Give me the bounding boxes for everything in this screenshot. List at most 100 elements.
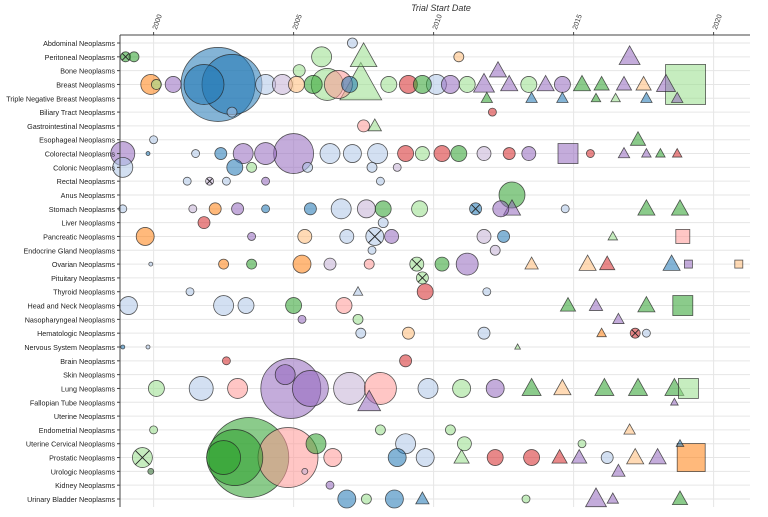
data-point (188, 204, 198, 214)
y-tick-label: Liver Neoplasms (61, 219, 115, 228)
data-point (118, 296, 138, 315)
data-point (387, 448, 407, 467)
data-point (453, 448, 470, 464)
data-point (356, 199, 376, 219)
x-tick-label: 2000 (152, 14, 164, 31)
y-tick-label: Pancreatic Neoplasms (43, 232, 115, 241)
data-point (323, 448, 343, 467)
data-point (669, 397, 679, 406)
data-point (415, 491, 430, 505)
data-point (640, 147, 652, 158)
data-point (593, 75, 610, 91)
data-point (514, 343, 522, 350)
data-point (377, 217, 389, 229)
data-point (149, 135, 159, 145)
data-point (662, 254, 681, 271)
x-tick-label: 2005 (292, 14, 304, 31)
data-point (346, 37, 358, 49)
data-point (611, 463, 626, 477)
x-tick-label: 2020 (712, 14, 724, 31)
y-tick-label: Head and Neck Neoplasms (28, 302, 116, 311)
data-point (536, 74, 555, 92)
data-point (365, 227, 385, 246)
y-tick-label: Bone Neoplasms (60, 67, 115, 76)
y-tick-label: Hematologic Neoplasms (37, 329, 115, 338)
data-point (374, 200, 392, 218)
data-point (469, 202, 483, 216)
y-tick-label: Pituitary Neoplasms (51, 274, 115, 283)
data-point (409, 256, 425, 272)
data-point (671, 147, 683, 158)
data-point (520, 76, 538, 93)
data-point (237, 297, 255, 314)
data-point (676, 443, 706, 472)
data-point (367, 143, 389, 164)
data-point (670, 91, 684, 103)
data-point (482, 287, 492, 297)
data-point (524, 256, 539, 270)
y-tick-label: Colorectal Neoplasms (45, 150, 116, 159)
data-point (380, 76, 398, 93)
y-tick-label: Esophageal Neoplasms (39, 136, 115, 145)
data-point (323, 257, 337, 271)
data-point (367, 118, 383, 132)
data-point (218, 258, 230, 270)
data-point (455, 252, 479, 276)
data-point (412, 75, 432, 94)
y-tick-label: Biliary Tract Neoplasms (40, 108, 116, 117)
y-tick-label: Prostatic Neoplasms (49, 454, 115, 463)
y-tick-label: Endometrial Neoplasms (39, 426, 116, 435)
data-point (654, 147, 666, 158)
data-point (150, 79, 162, 90)
y-tick-label: Lung Neoplasms (61, 384, 115, 393)
data-point (399, 354, 413, 368)
data-point (655, 73, 677, 92)
data-point (642, 328, 651, 338)
data-point (341, 76, 359, 93)
data-point (416, 283, 434, 301)
data-point (182, 176, 192, 186)
data-point (472, 72, 496, 93)
data-point (375, 176, 385, 186)
data-point (572, 74, 592, 92)
data-point (497, 230, 511, 243)
data-point (553, 378, 572, 396)
data-point (684, 259, 693, 269)
data-point (675, 229, 691, 244)
data-point (397, 145, 415, 162)
data-point (577, 439, 587, 449)
data-point (625, 447, 645, 465)
y-tick-label: Stomach Neoplasms (49, 205, 116, 214)
data-point (411, 200, 429, 218)
data-point (342, 144, 362, 163)
data-point (221, 356, 231, 366)
data-point (635, 75, 652, 91)
y-tick-label: Urinary Bladder Neoplasms (27, 495, 115, 504)
data-point (606, 492, 620, 504)
data-point (521, 146, 537, 161)
data-point (417, 378, 439, 399)
data-point (147, 467, 155, 475)
data-point (586, 149, 595, 158)
data-point (551, 448, 568, 464)
data-point (213, 295, 235, 316)
data-point (120, 51, 131, 63)
data-point (232, 143, 254, 164)
data-point (384, 229, 400, 244)
data-point (366, 161, 378, 173)
data-point (521, 494, 531, 504)
data-point (337, 489, 357, 509)
data-point (637, 198, 656, 216)
data-point (414, 146, 430, 161)
y-axis-ticks: Abdominal Neoplasms Peritoneal Neoplasms B… (6, 39, 120, 504)
data-point (208, 202, 222, 216)
data-point (590, 92, 602, 103)
data-point (128, 51, 140, 63)
data-point (274, 364, 296, 386)
data-point (355, 327, 367, 339)
data-point (261, 176, 271, 186)
data-point (247, 232, 257, 241)
data-point (302, 161, 314, 173)
y-tick-label: Uterine Neoplasms (54, 412, 116, 421)
data-point (594, 377, 615, 396)
